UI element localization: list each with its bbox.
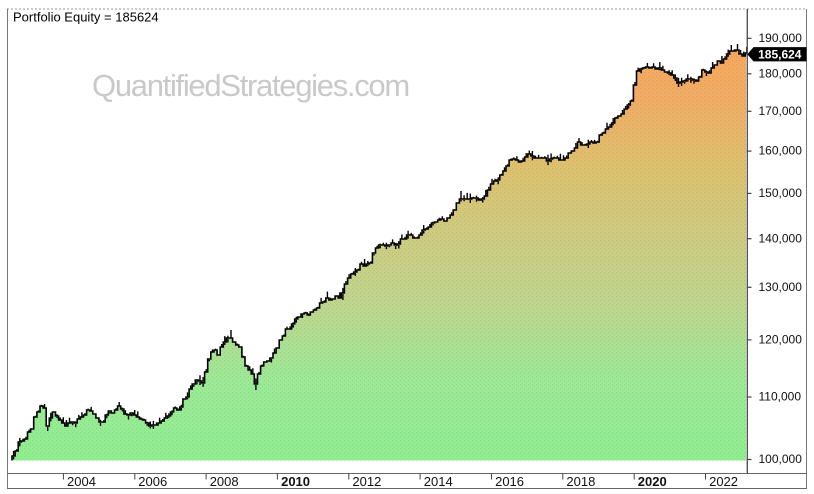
svg-text:140,000: 140,000 — [759, 231, 803, 245]
svg-text:2004: 2004 — [67, 474, 96, 489]
svg-text:2018: 2018 — [566, 474, 595, 489]
svg-text:120,000: 120,000 — [759, 333, 803, 347]
svg-text:110,000: 110,000 — [759, 390, 802, 404]
svg-text:150,000: 150,000 — [759, 186, 803, 200]
svg-text:Portfolio Equity = 185624: Portfolio Equity = 185624 — [13, 10, 159, 25]
svg-text:2012: 2012 — [352, 474, 381, 489]
svg-text:2020: 2020 — [638, 474, 667, 489]
svg-text:180,000: 180,000 — [759, 66, 803, 80]
svg-text:2022: 2022 — [709, 474, 738, 489]
svg-text:160,000: 160,000 — [759, 144, 803, 158]
svg-text:2008: 2008 — [210, 474, 239, 489]
svg-text:2006: 2006 — [138, 474, 167, 489]
svg-text:130,000: 130,000 — [759, 280, 803, 294]
svg-text:185,624: 185,624 — [758, 47, 802, 61]
svg-text:2010: 2010 — [281, 474, 310, 489]
svg-text:QuantifiedStrategies.com: QuantifiedStrategies.com — [92, 68, 409, 103]
svg-text:170,000: 170,000 — [759, 104, 803, 118]
svg-text:2014: 2014 — [424, 474, 453, 489]
svg-text:100,000: 100,000 — [759, 452, 803, 466]
svg-text:190,000: 190,000 — [759, 31, 803, 45]
svg-text:2016: 2016 — [495, 474, 524, 489]
